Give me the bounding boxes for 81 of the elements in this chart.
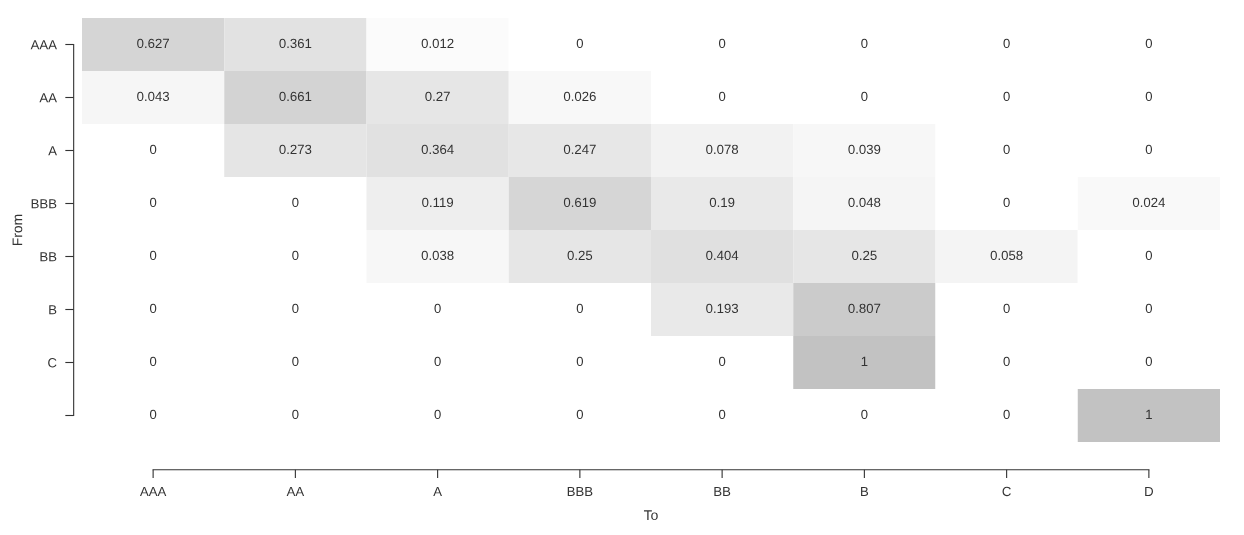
data-label: 0.404 <box>706 250 739 261</box>
data-label: 0 <box>1003 38 1010 49</box>
data-label: 0 <box>1145 303 1153 314</box>
data-label: 0.25 <box>567 250 593 261</box>
data-label: 0.247 <box>563 144 596 155</box>
y-axis-title: From <box>12 214 23 246</box>
data-label: 0 <box>718 91 726 102</box>
data-label: 0 <box>718 38 726 49</box>
data-label: 0.619 <box>563 197 596 208</box>
y-tick-label: BB <box>40 252 57 262</box>
data-label: 0 <box>292 197 299 208</box>
data-label: 0.012 <box>421 38 454 49</box>
x-tick-label: BBB <box>567 486 593 497</box>
data-label: 0 <box>1003 144 1010 155</box>
data-label: 0.361 <box>279 38 312 49</box>
x-tick-label: A <box>433 486 442 497</box>
y-tick-label: B <box>49 305 57 315</box>
data-label: 0 <box>1145 250 1153 261</box>
data-label: 0 <box>434 303 441 314</box>
data-label: 0 <box>718 356 726 367</box>
data-label: 0 <box>292 356 299 367</box>
data-label: 0 <box>1003 409 1010 420</box>
data-label: 0.039 <box>848 144 881 155</box>
data-label: 0.026 <box>563 91 596 102</box>
data-label: 0 <box>576 409 584 420</box>
data-label: 0.043 <box>137 91 170 102</box>
data-label: 0 <box>149 356 157 367</box>
data-label: 0 <box>861 409 868 420</box>
data-label: 0 <box>861 91 868 102</box>
data-label: 0 <box>149 144 157 155</box>
data-label: 1 <box>1146 409 1152 419</box>
data-label: 0 <box>292 250 299 261</box>
data-label: 0 <box>434 356 441 367</box>
data-label: 0 <box>292 303 299 314</box>
y-tick-label: AA <box>39 93 57 103</box>
data-label: 0 <box>1145 91 1153 102</box>
x-tick-label: BB <box>714 486 731 497</box>
data-label: 0 <box>1003 91 1010 102</box>
data-label: 0 <box>1145 38 1153 49</box>
data-label: 0 <box>1003 356 1010 367</box>
data-label: 0.058 <box>990 250 1023 261</box>
data-label: 0 <box>149 409 157 420</box>
data-label: 0 <box>1145 144 1153 155</box>
data-label: 0.19 <box>709 197 735 208</box>
data-label: 0 <box>1003 303 1010 314</box>
data-label: 0.25 <box>852 250 877 261</box>
data-label: 0 <box>292 409 299 420</box>
data-label: 0.661 <box>279 91 312 102</box>
data-label: 0 <box>576 38 584 49</box>
data-label: 0 <box>576 303 584 314</box>
data-label: 0.038 <box>421 250 454 261</box>
data-label: 0 <box>1003 197 1010 208</box>
x-tick-label: AAA <box>139 486 167 497</box>
y-tick-label: BBB <box>31 199 57 209</box>
data-label: 0.807 <box>848 303 881 314</box>
y-tick-label: C <box>48 358 57 368</box>
data-label: 0.627 <box>137 38 169 49</box>
data-label: 0 <box>149 303 157 314</box>
data-label: 0.078 <box>706 144 739 155</box>
x-axis-title: To <box>643 510 658 521</box>
x-tick-label: D <box>1145 486 1154 497</box>
data-label: 0 <box>861 38 868 49</box>
data-label: 0 <box>1145 356 1153 367</box>
x-tick-label: C <box>1002 486 1011 497</box>
data-label: 1 <box>861 356 868 366</box>
data-label: 0.27 <box>425 91 450 102</box>
y-tick-label: A <box>48 146 57 156</box>
data-label: 0 <box>718 409 726 420</box>
data-label: 0.193 <box>706 303 739 314</box>
data-label: 0.024 <box>1132 197 1165 208</box>
data-label: 0.119 <box>422 197 454 208</box>
data-label: 0 <box>576 356 584 367</box>
data-label: 0 <box>149 197 157 208</box>
data-label: 0 <box>149 250 157 261</box>
data-label: 0.364 <box>421 144 454 155</box>
data-label: 0 <box>434 409 441 420</box>
data-label: 0.048 <box>848 197 881 208</box>
x-tick-label: B <box>861 486 869 497</box>
data-label: 0.273 <box>279 144 312 155</box>
x-tick-label: AA <box>286 486 305 497</box>
y-tick-label: AAA <box>30 40 57 50</box>
